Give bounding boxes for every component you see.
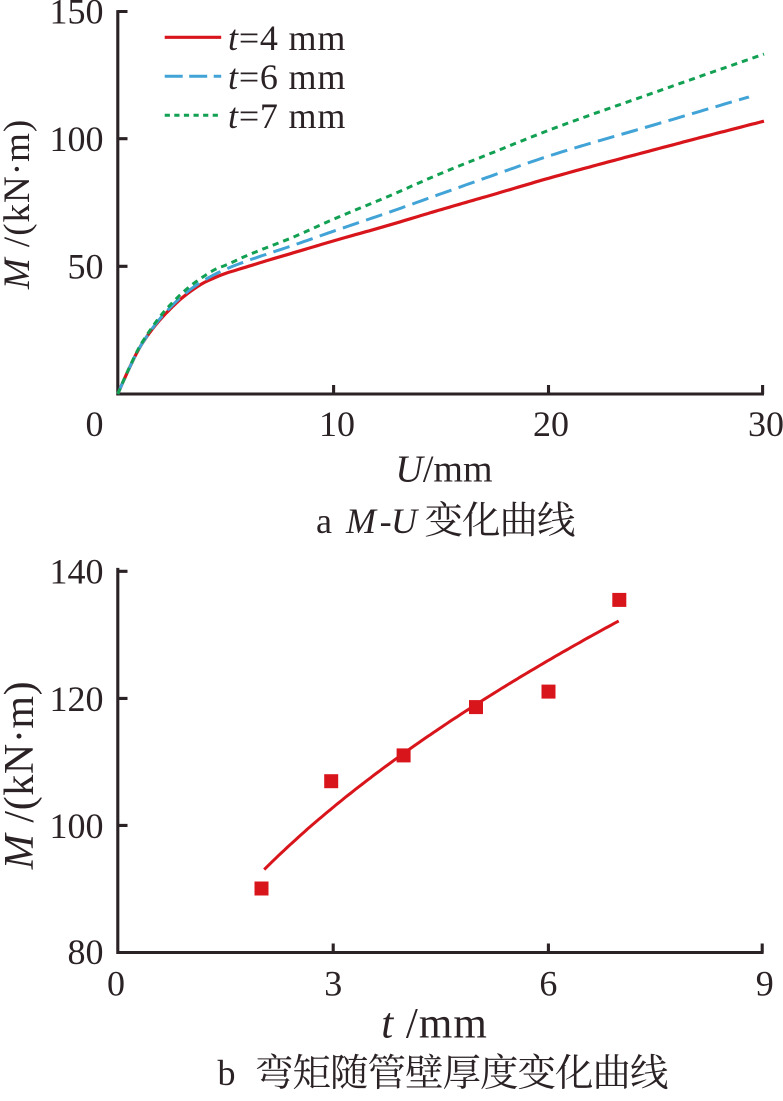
svg-text:U: U: [391, 501, 419, 541]
svg-text:t=6 mm: t=6 mm: [228, 57, 346, 97]
svg-text:10: 10: [319, 404, 355, 444]
svg-text:0: 0: [107, 964, 125, 1004]
svg-text:80: 80: [68, 932, 104, 972]
svg-text:120: 120: [50, 679, 104, 719]
svg-text:0: 0: [86, 404, 104, 444]
svg-text:M /(kN·m): M /(kN·m): [0, 119, 38, 290]
svg-text:a: a: [316, 501, 332, 541]
svg-text:140: 140: [50, 552, 104, 592]
svg-text:-: -: [380, 501, 392, 541]
svg-text:b: b: [218, 1053, 236, 1093]
svg-text:3: 3: [324, 964, 342, 1004]
svg-text:t=7 mm: t=7 mm: [228, 96, 346, 136]
svg-text:6: 6: [539, 964, 557, 1004]
svg-text:M /(kN·m): M /(kN·m): [0, 681, 43, 871]
svg-text:U/mm: U/mm: [395, 449, 492, 491]
svg-text:t=4 mm: t=4 mm: [228, 18, 346, 58]
svg-text:30: 30: [748, 404, 783, 444]
svg-text:100: 100: [50, 119, 104, 159]
svg-text:t /mm: t /mm: [381, 1001, 488, 1048]
svg-text:50: 50: [68, 247, 104, 287]
svg-text:20: 20: [533, 404, 569, 444]
svg-text:9: 9: [756, 964, 774, 1004]
svg-text:M: M: [345, 501, 378, 541]
svg-text:150: 150: [50, 0, 104, 32]
svg-text:100: 100: [50, 806, 104, 846]
